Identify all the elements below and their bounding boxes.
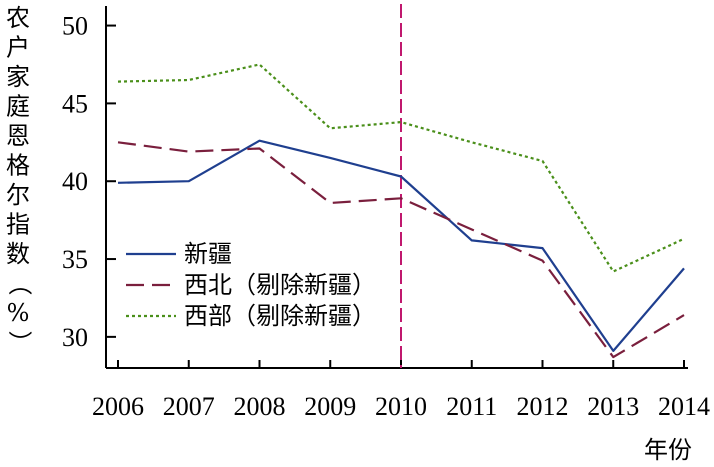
y-axis-label-char: 户 [6, 34, 30, 62]
x-tick-label: 2008 [234, 392, 286, 421]
y-axis-label-char: ） [6, 331, 34, 355]
x-tick-label: 2007 [163, 392, 215, 421]
x-tick-label: 2006 [92, 392, 144, 421]
y-axis-label-char: 农 [6, 4, 30, 32]
x-tick-label: 2012 [517, 392, 569, 421]
y-axis-label-char: 家 [6, 63, 30, 91]
x-tick-label: 2011 [446, 392, 497, 421]
series-lines [117, 63, 685, 359]
y-tick-label: 40 [62, 167, 88, 196]
x-axis-ticks: 2006 2007 2008 2009 2010 2011 2012 2013 2014 [92, 360, 710, 421]
legend-label-2: 西北（剔除新疆） [184, 271, 376, 299]
y-tick-label: 35 [62, 245, 88, 274]
y-axis-label-char: 数 [6, 240, 30, 268]
y-tick-label: 30 [62, 323, 88, 352]
x-tick-label: 2014 [658, 392, 710, 421]
y-axis-label-char: 格 [6, 152, 30, 180]
y-tick-label: 45 [62, 89, 88, 118]
legend-label-3: 西部（剔除新疆） [184, 302, 376, 330]
y-axis-label-char: 尔 [6, 181, 30, 209]
y-axis-label-char: 恩 [6, 122, 30, 150]
series-line-1 [117, 139, 685, 352]
x-tick-label: 2013 [587, 392, 639, 421]
series-line-2 [117, 141, 685, 359]
x-tick-label: 2010 [375, 392, 427, 421]
y-axis-ticks: 30 35 40 45 50 [62, 12, 116, 352]
y-axis-label-char: 指 [6, 211, 30, 239]
y-axis-label-char: 庭 [6, 93, 30, 121]
y-tick-label: 50 [62, 12, 88, 41]
legend-label-1: 新疆 [184, 240, 232, 268]
x-axis-label: 年份 [644, 436, 692, 464]
y-axis-label-char: （ [6, 272, 34, 296]
y-axis-label-char: % [7, 299, 30, 327]
x-tick-label: 2009 [304, 392, 356, 421]
